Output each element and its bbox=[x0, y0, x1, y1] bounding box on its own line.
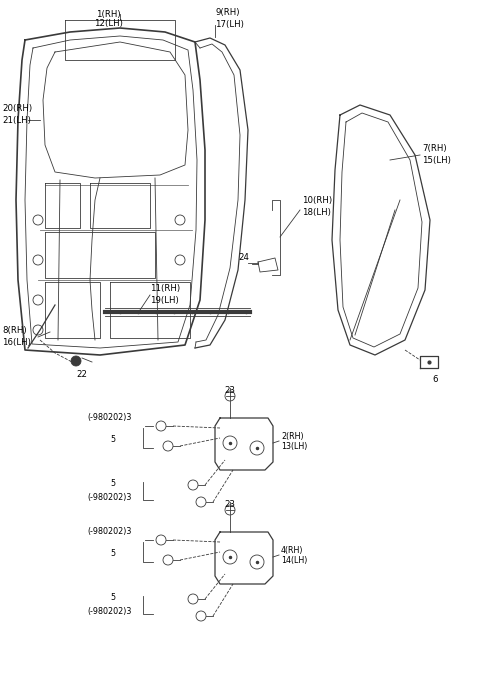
Text: 6: 6 bbox=[432, 375, 438, 384]
Text: 22: 22 bbox=[76, 370, 87, 379]
Text: 23: 23 bbox=[225, 386, 236, 395]
Text: 13(LH): 13(LH) bbox=[281, 442, 307, 451]
Text: (-980202)3: (-980202)3 bbox=[87, 527, 132, 536]
Text: 8(RH): 8(RH) bbox=[2, 326, 26, 335]
Text: (-980202)3: (-980202)3 bbox=[87, 493, 132, 502]
Text: 1(RH): 1(RH) bbox=[96, 10, 120, 19]
Text: 21(LH): 21(LH) bbox=[2, 115, 31, 124]
Text: 14(LH): 14(LH) bbox=[281, 556, 307, 565]
Text: 5: 5 bbox=[110, 435, 115, 444]
Text: 5: 5 bbox=[110, 479, 115, 488]
Text: 17(LH): 17(LH) bbox=[215, 19, 244, 28]
Text: 20(RH): 20(RH) bbox=[2, 104, 32, 113]
Text: 9(RH): 9(RH) bbox=[215, 8, 240, 17]
Text: 7(RH): 7(RH) bbox=[422, 144, 446, 153]
Text: 23: 23 bbox=[225, 500, 236, 509]
Text: 11(RH): 11(RH) bbox=[150, 284, 180, 293]
Text: 2(RH): 2(RH) bbox=[281, 431, 304, 440]
Text: 10(RH): 10(RH) bbox=[302, 196, 332, 205]
Circle shape bbox=[71, 356, 81, 366]
Text: (-980202)3: (-980202)3 bbox=[87, 607, 132, 616]
Text: 4(RH): 4(RH) bbox=[281, 545, 303, 554]
Text: (-980202)3: (-980202)3 bbox=[87, 413, 132, 422]
Text: 19(LH): 19(LH) bbox=[150, 295, 179, 304]
Text: 5: 5 bbox=[110, 593, 115, 602]
Text: 24: 24 bbox=[238, 254, 249, 262]
Text: 16(LH): 16(LH) bbox=[2, 337, 31, 346]
Text: 15(LH): 15(LH) bbox=[422, 155, 451, 164]
Text: 5: 5 bbox=[110, 549, 115, 558]
Text: 12(LH): 12(LH) bbox=[94, 19, 122, 28]
Text: 18(LH): 18(LH) bbox=[302, 208, 331, 218]
